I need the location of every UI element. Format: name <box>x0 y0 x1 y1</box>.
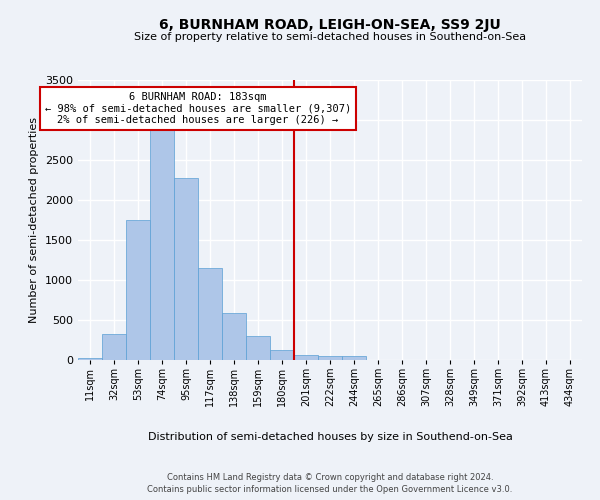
Bar <box>198 268 222 360</box>
Bar <box>342 356 366 360</box>
Text: 6, BURNHAM ROAD, LEIGH-ON-SEA, SS9 2JU: 6, BURNHAM ROAD, LEIGH-ON-SEA, SS9 2JU <box>159 18 501 32</box>
Bar <box>78 358 102 360</box>
Y-axis label: Number of semi-detached properties: Number of semi-detached properties <box>29 117 40 323</box>
Text: 6 BURNHAM ROAD: 183sqm
← 98% of semi-detached houses are smaller (9,307)
2% of s: 6 BURNHAM ROAD: 183sqm ← 98% of semi-det… <box>45 92 351 125</box>
Bar <box>270 350 294 360</box>
Bar <box>150 126 174 360</box>
Text: Distribution of semi-detached houses by size in Southend-on-Sea: Distribution of semi-detached houses by … <box>148 432 512 442</box>
Text: Size of property relative to semi-detached houses in Southend-on-Sea: Size of property relative to semi-detach… <box>134 32 526 42</box>
Bar <box>222 313 246 360</box>
Bar <box>246 336 270 360</box>
Bar <box>318 356 342 360</box>
Bar <box>102 334 126 360</box>
Text: Contains public sector information licensed under the Open Government Licence v3: Contains public sector information licen… <box>148 485 512 494</box>
Bar <box>126 220 150 360</box>
Bar <box>294 355 318 360</box>
Text: Contains HM Land Registry data © Crown copyright and database right 2024.: Contains HM Land Registry data © Crown c… <box>167 472 493 482</box>
Bar <box>174 178 198 360</box>
